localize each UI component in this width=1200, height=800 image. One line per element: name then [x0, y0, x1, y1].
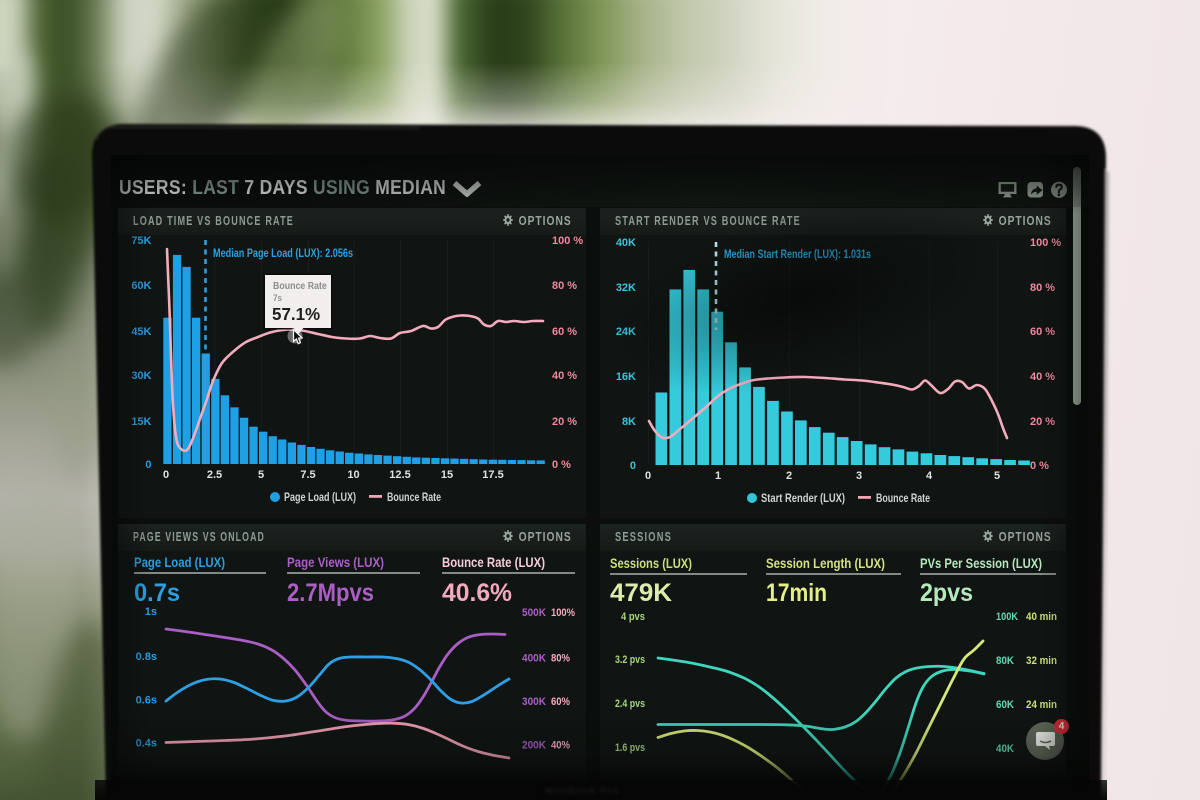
svg-text:Bounce Rate: Bounce Rate: [387, 492, 441, 504]
svg-text:2pvs: 2pvs: [920, 579, 973, 607]
svg-text:1.6 pvs: 1.6 pvs: [615, 742, 645, 754]
svg-text:0.7s: 0.7s: [134, 579, 180, 607]
svg-text:400K: 400K: [522, 653, 546, 665]
svg-text:0.6s: 0.6s: [136, 695, 157, 707]
svg-text:0.8s: 0.8s: [136, 651, 157, 663]
svg-text:2.5: 2.5: [207, 469, 222, 481]
svg-text:4: 4: [926, 470, 933, 482]
svg-text:40K: 40K: [996, 743, 1014, 755]
svg-text:10: 10: [347, 469, 359, 481]
svg-text:Bounce Rate (LUX): Bounce Rate (LUX): [442, 554, 545, 570]
svg-text:12.5: 12.5: [389, 469, 410, 481]
svg-text:Session Length (LUX): Session Length (LUX): [766, 555, 885, 571]
svg-text:5: 5: [994, 470, 1000, 482]
svg-text:PVs Per Session (LUX): PVs Per Session (LUX): [920, 555, 1042, 571]
svg-text:60 %: 60 %: [1030, 326, 1055, 338]
svg-text:500K: 500K: [522, 607, 546, 619]
svg-text:Start Render (LUX): Start Render (LUX): [761, 493, 845, 505]
svg-text:0: 0: [645, 470, 651, 482]
svg-text:80 %: 80 %: [552, 280, 577, 292]
svg-text:100 %: 100 %: [552, 235, 583, 247]
svg-text:0: 0: [145, 459, 151, 471]
svg-text:24K: 24K: [616, 326, 636, 338]
svg-text:4 pvs: 4 pvs: [621, 611, 645, 623]
svg-text:40.6%: 40.6%: [442, 579, 512, 607]
svg-text:32 min: 32 min: [1026, 655, 1057, 667]
svg-text:20 %: 20 %: [552, 416, 577, 428]
svg-text:Median Start Render (LUX): 1.0: Median Start Render (LUX): 1.031s: [724, 249, 871, 261]
svg-text:100K: 100K: [996, 611, 1018, 623]
svg-text:0 %: 0 %: [552, 459, 571, 471]
svg-text:40 min: 40 min: [1026, 611, 1057, 623]
svg-text:Page Load (LUX): Page Load (LUX): [134, 554, 225, 570]
svg-text:5: 5: [258, 469, 264, 481]
svg-text:40K: 40K: [616, 237, 636, 249]
svg-text:15: 15: [441, 469, 453, 481]
svg-text:0 %: 0 %: [1030, 460, 1049, 472]
svg-text:24 min: 24 min: [1026, 699, 1057, 711]
svg-text:60K: 60K: [131, 280, 151, 292]
svg-text:60K: 60K: [996, 699, 1014, 711]
svg-text:300K: 300K: [522, 696, 546, 708]
svg-text:8K: 8K: [622, 416, 636, 428]
svg-text:Bounce Rate: Bounce Rate: [876, 493, 930, 505]
svg-text:17min: 17min: [766, 579, 827, 607]
svg-text:32K: 32K: [616, 282, 636, 294]
svg-text:100%: 100%: [551, 607, 575, 619]
svg-text:0: 0: [630, 460, 636, 472]
svg-text:1s: 1s: [145, 606, 157, 618]
svg-text:2: 2: [786, 470, 792, 482]
svg-text:100 %: 100 %: [1030, 237, 1061, 249]
svg-text:45K: 45K: [131, 326, 151, 338]
svg-text:80%: 80%: [551, 653, 570, 665]
svg-text:Page Views (LUX): Page Views (LUX): [287, 554, 384, 570]
svg-text:0: 0: [163, 469, 169, 481]
svg-text:20 %: 20 %: [1030, 416, 1055, 428]
svg-text:40%: 40%: [551, 740, 570, 752]
svg-text:2.4 pvs: 2.4 pvs: [615, 698, 645, 710]
svg-text:0.4s: 0.4s: [136, 738, 157, 750]
svg-text:Page Load (LUX): Page Load (LUX): [284, 492, 356, 504]
svg-text:60%: 60%: [551, 696, 570, 708]
svg-text:75K: 75K: [131, 235, 151, 247]
svg-text:2.7Mpvs: 2.7Mpvs: [287, 579, 374, 607]
svg-text:16K: 16K: [616, 371, 636, 383]
svg-text:200K: 200K: [522, 740, 546, 752]
svg-text:40 %: 40 %: [552, 370, 577, 382]
svg-text:7.5: 7.5: [300, 469, 315, 481]
svg-text:1: 1: [715, 470, 721, 482]
svg-text:3: 3: [856, 470, 862, 482]
svg-text:60 %: 60 %: [552, 326, 577, 338]
svg-text:80K: 80K: [996, 655, 1014, 667]
svg-text:30K: 30K: [131, 370, 151, 382]
svg-text:40 %: 40 %: [1030, 371, 1055, 383]
svg-text:3.2 pvs: 3.2 pvs: [615, 654, 645, 666]
svg-text:479K: 479K: [610, 579, 672, 607]
svg-text:Median Page Load (LUX): 2.056s: Median Page Load (LUX): 2.056s: [213, 248, 353, 260]
svg-text:17.5: 17.5: [482, 469, 503, 481]
svg-text:80 %: 80 %: [1030, 282, 1055, 294]
svg-text:Sessions (LUX): Sessions (LUX): [610, 555, 692, 571]
svg-text:15K: 15K: [131, 416, 151, 428]
